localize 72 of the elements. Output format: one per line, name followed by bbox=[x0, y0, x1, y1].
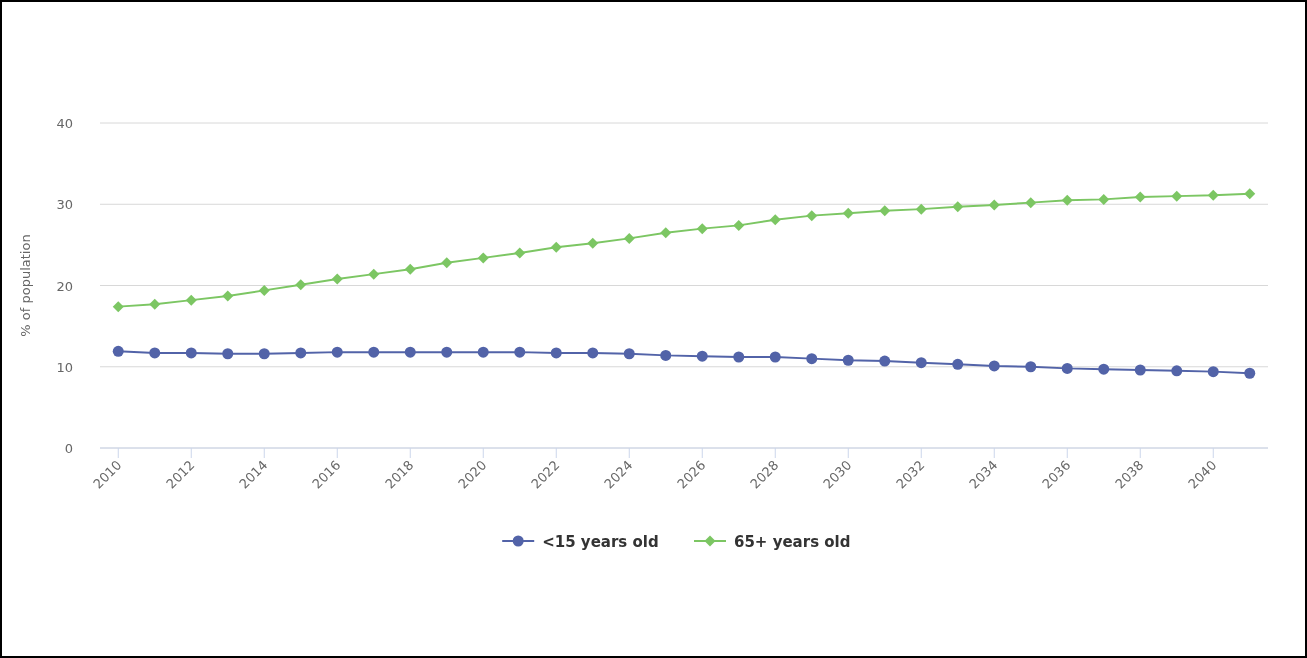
point bbox=[258, 348, 270, 360]
point bbox=[806, 353, 818, 365]
point bbox=[733, 351, 745, 363]
point bbox=[1098, 363, 1110, 375]
point bbox=[1171, 190, 1183, 202]
point bbox=[404, 263, 416, 275]
point bbox=[696, 223, 708, 235]
point bbox=[1207, 366, 1219, 378]
point bbox=[952, 201, 964, 213]
point bbox=[222, 348, 234, 360]
point bbox=[185, 347, 197, 359]
point bbox=[112, 301, 124, 313]
point bbox=[842, 207, 854, 219]
point bbox=[660, 349, 672, 361]
point bbox=[1098, 193, 1110, 205]
point bbox=[441, 346, 453, 358]
point bbox=[295, 347, 307, 359]
point bbox=[441, 257, 453, 269]
point bbox=[112, 345, 124, 357]
point bbox=[842, 354, 854, 366]
point bbox=[623, 348, 635, 360]
y-tick-label: 10 bbox=[56, 359, 73, 375]
point bbox=[660, 227, 672, 239]
point bbox=[915, 203, 927, 215]
point bbox=[915, 357, 927, 369]
point bbox=[295, 279, 307, 291]
point bbox=[1244, 188, 1256, 200]
point bbox=[331, 346, 343, 358]
point bbox=[587, 237, 599, 249]
point bbox=[1061, 362, 1073, 374]
point bbox=[185, 294, 197, 306]
point bbox=[514, 346, 526, 358]
point bbox=[149, 298, 161, 310]
point bbox=[988, 199, 1000, 211]
y-tick-label: 30 bbox=[56, 197, 73, 213]
y-axis-title: % of population bbox=[18, 234, 33, 337]
point bbox=[1207, 189, 1219, 201]
point bbox=[733, 219, 745, 231]
point bbox=[550, 347, 562, 359]
y-tick-label: 40 bbox=[56, 116, 73, 131]
point bbox=[477, 346, 489, 358]
y-tick-label: 0 bbox=[64, 441, 73, 456]
point bbox=[1134, 364, 1146, 376]
point bbox=[1244, 367, 1256, 379]
point bbox=[879, 355, 891, 367]
legend-label: <15 years old bbox=[542, 533, 659, 551]
point bbox=[879, 205, 891, 217]
point bbox=[806, 210, 818, 222]
point bbox=[149, 347, 161, 359]
point bbox=[769, 351, 781, 363]
point bbox=[477, 252, 489, 264]
point bbox=[331, 273, 343, 285]
point bbox=[587, 347, 599, 359]
point bbox=[1025, 197, 1037, 209]
point bbox=[514, 247, 526, 259]
point bbox=[988, 360, 1000, 372]
point bbox=[769, 214, 781, 226]
legend-label: 65+ years old bbox=[734, 533, 851, 551]
point bbox=[404, 346, 416, 358]
point bbox=[696, 350, 708, 362]
point bbox=[550, 241, 562, 253]
point bbox=[1134, 191, 1146, 203]
point bbox=[368, 346, 380, 358]
point bbox=[258, 284, 270, 296]
point bbox=[1061, 194, 1073, 206]
point bbox=[952, 358, 964, 370]
point bbox=[368, 268, 380, 280]
point bbox=[623, 232, 635, 244]
point bbox=[222, 290, 234, 302]
point bbox=[1025, 361, 1037, 373]
y-tick-label: 20 bbox=[56, 278, 73, 294]
point bbox=[1171, 365, 1183, 377]
